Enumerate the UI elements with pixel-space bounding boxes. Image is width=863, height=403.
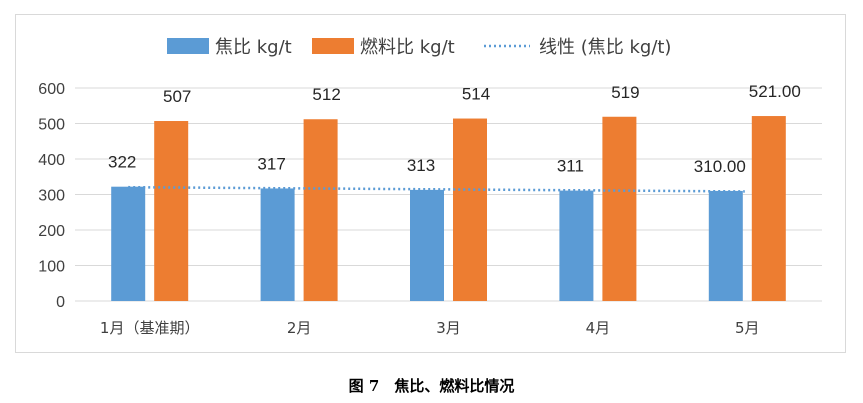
legend-label-trendline: 线性 (焦比 kg/t) <box>539 37 671 58</box>
data-label-fuel-ratio: 512 <box>312 85 340 104</box>
y-tick-label: 600 <box>38 81 65 98</box>
bar-coke-ratio <box>559 190 594 301</box>
bar-coke-ratio <box>410 189 444 301</box>
y-tick-label: 400 <box>38 152 65 169</box>
data-label-fuel-ratio: 521.00 <box>749 82 801 101</box>
y-tick-label: 200 <box>38 223 65 240</box>
x-category-label: 4月 <box>586 319 611 337</box>
bar-fuel-ratio <box>303 119 338 302</box>
legend-swatch-coke-ratio <box>167 38 209 54</box>
bar-coke-ratio <box>708 190 743 301</box>
combo-chart: 0 100 200 300 400 500 600 1月（基准期） 2月 3月 4月 5月 322 5… <box>38 37 822 337</box>
data-label-coke-ratio: 322 <box>108 153 136 172</box>
legend-label-coke-ratio: 焦比 kg/t <box>215 37 292 58</box>
bar-coke-ratio <box>260 188 295 301</box>
bar-fuel-ratio <box>602 116 637 301</box>
data-label-coke-ratio: 313 <box>407 156 435 175</box>
y-tick-label: 0 <box>56 294 65 311</box>
x-axis: 1月（基准期） 2月 3月 4月 5月 <box>100 319 760 337</box>
y-axis: 0 100 200 300 400 500 600 <box>38 81 65 311</box>
legend-swatch-fuel-ratio <box>312 38 354 54</box>
data-label-coke-ratio: 317 <box>257 154 285 173</box>
legend-label-fuel-ratio: 燃料比 kg/t <box>360 37 455 58</box>
data-labels: 322 507 317 512 313 514 311 519 310.00 521.00 <box>108 82 801 176</box>
x-category-label: 5月 <box>735 319 760 337</box>
data-label-coke-ratio: 311 <box>557 157 584 176</box>
data-label-coke-ratio: 310.00 <box>694 157 746 176</box>
x-category-label: 1月（基准期） <box>100 319 200 337</box>
data-label-fuel-ratio: 507 <box>163 87 191 106</box>
legend: 焦比 kg/t 燃料比 kg/t 线性 (焦比 kg/t) <box>167 37 671 58</box>
data-label-fuel-ratio: 514 <box>462 85 490 104</box>
bar-coke-ratio <box>111 186 146 301</box>
bar-fuel-ratio <box>453 118 487 301</box>
bars <box>111 116 786 302</box>
bar-fuel-ratio <box>751 116 786 301</box>
x-category-label: 3月 <box>436 319 461 337</box>
bar-fuel-ratio <box>154 121 189 301</box>
y-tick-label: 300 <box>38 188 65 205</box>
figure-caption: 图 7 焦比、燃料比情况 <box>348 377 515 395</box>
gridlines <box>75 87 822 302</box>
data-label-fuel-ratio: 519 <box>611 83 639 102</box>
y-tick-label: 100 <box>38 259 65 276</box>
x-category-label: 2月 <box>287 319 312 337</box>
y-tick-label: 500 <box>38 117 65 134</box>
